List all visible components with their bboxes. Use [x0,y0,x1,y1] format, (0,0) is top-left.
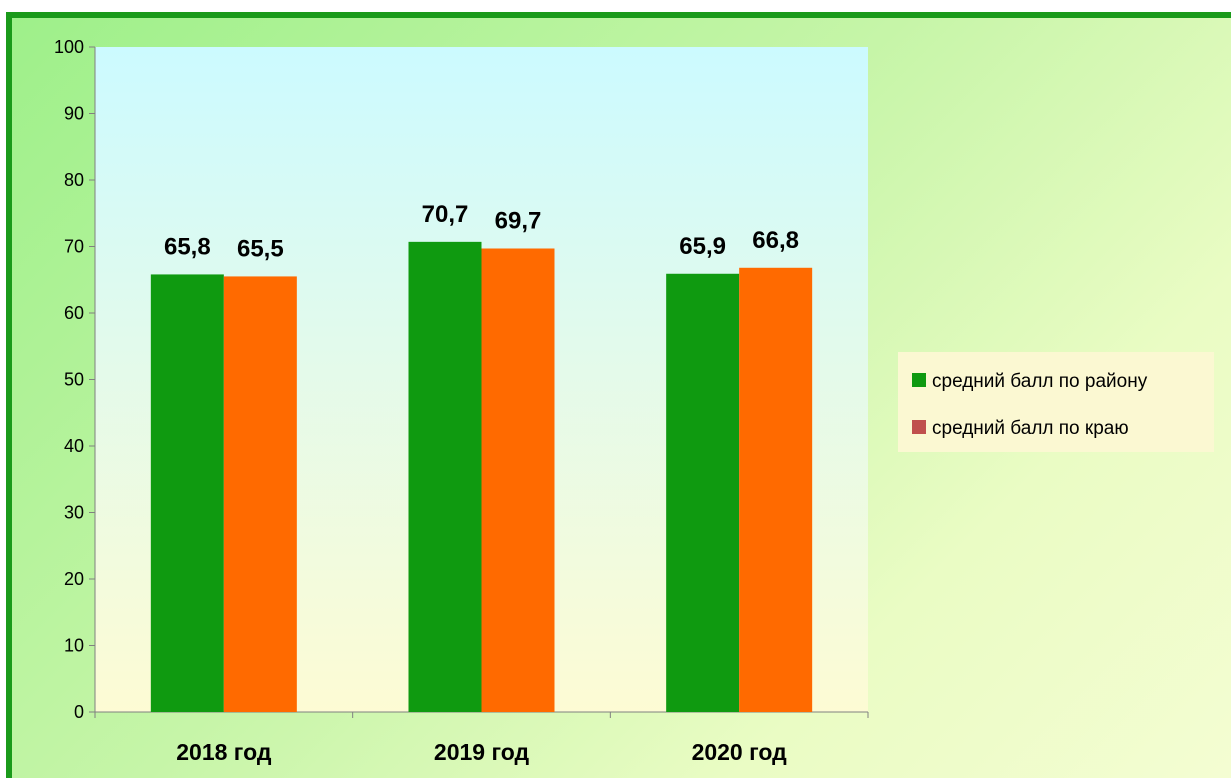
data-label: 65,5 [237,235,284,262]
y-tick-label: 50 [64,370,84,390]
y-tick-label: 80 [64,170,84,190]
bar [666,273,740,712]
data-label: 69,7 [495,207,542,234]
data-label: 65,9 [679,233,726,260]
legend-box [898,352,1214,452]
data-label: 65,8 [164,233,211,260]
y-tick-label: 60 [64,303,84,323]
y-tick-label: 10 [64,636,84,656]
x-tick-label: 2018 год [176,739,272,765]
data-label: 70,7 [422,201,469,228]
legend-swatch [912,420,926,434]
bar [481,248,555,712]
y-tick-label: 90 [64,104,84,124]
bar [223,276,297,712]
legend-label: средний балл по району [932,371,1148,392]
bar [408,241,482,712]
y-tick-label: 20 [64,569,84,589]
x-tick-label: 2020 год [692,739,788,765]
data-labels: 65,8 65,5 2018 год 70,7 69,7 2019 год 65,9 66,8… [164,201,799,765]
bar [150,274,224,712]
y-tick-label: 0 [74,702,84,722]
bars [150,241,813,712]
legend-label: средний балл по краю [932,418,1129,439]
y-tick-label: 40 [64,436,84,456]
data-label: 66,8 [752,227,799,254]
legend: средний балл по району средний балл по кр… [898,352,1214,452]
y-tick-label: 30 [64,503,84,523]
legend-swatch [912,373,926,387]
y-tick-label: 100 [54,37,84,57]
bar [739,267,813,712]
y-tick-label: 70 [64,237,84,257]
x-tick-label: 2019 год [434,739,530,765]
